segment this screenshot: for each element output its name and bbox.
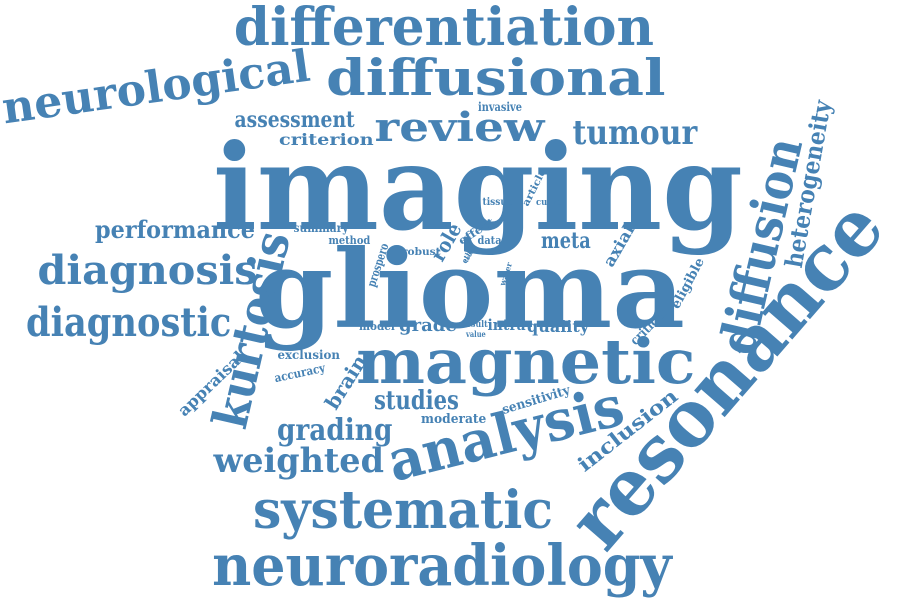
word-summary: summary bbox=[293, 221, 349, 235]
word-diagnostic: diagnostic bbox=[25, 299, 231, 346]
word-diffusional: diffusional bbox=[326, 48, 666, 107]
word-weighted: weighted bbox=[212, 441, 384, 481]
word-neuroradiology: neuroradiology bbox=[212, 533, 672, 599]
word-method: method bbox=[327, 233, 370, 247]
word-moderate: moderate bbox=[420, 411, 486, 427]
word-magnetic: magnetic bbox=[356, 325, 696, 398]
word-model: model bbox=[359, 319, 395, 333]
word-exclusion: exclusion bbox=[277, 348, 340, 362]
word-result: result bbox=[461, 319, 488, 330]
word-tissue: tissue bbox=[482, 197, 513, 208]
word-studies: studies bbox=[373, 386, 459, 416]
word-criterion: criterion bbox=[278, 130, 374, 149]
word-grade: grade bbox=[399, 315, 457, 336]
word-robust: robust bbox=[401, 247, 441, 258]
word-meta: meta bbox=[540, 228, 591, 254]
word-accuracy: accuracy bbox=[273, 360, 327, 386]
word-assessment: assessment bbox=[234, 107, 355, 133]
word-review: review bbox=[374, 104, 544, 151]
word-quality: quality bbox=[527, 317, 590, 336]
word-systematic: systematic bbox=[252, 480, 554, 541]
word-performance: performance bbox=[95, 215, 255, 244]
word-invasive: invasive bbox=[477, 100, 522, 114]
word-differentiation: differentiation bbox=[233, 0, 654, 58]
word-data: data bbox=[477, 233, 502, 247]
word-imaging: imaging bbox=[212, 118, 743, 257]
word-grading: grading bbox=[276, 413, 392, 448]
word-curve: curve bbox=[535, 197, 562, 208]
word-diagnosis: diagnosis bbox=[36, 247, 258, 294]
word-tumour: tumour bbox=[572, 113, 698, 153]
word-glioma: glioma bbox=[254, 227, 685, 353]
word-value: value bbox=[465, 329, 486, 339]
word-intra: intra bbox=[487, 315, 526, 334]
